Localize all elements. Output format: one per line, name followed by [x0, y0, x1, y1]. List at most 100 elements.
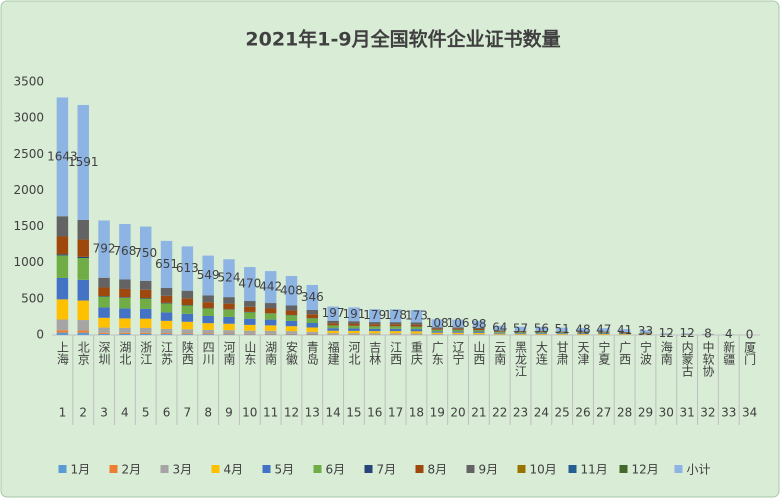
data-label: 346	[301, 290, 324, 304]
x-category-number: 20	[450, 406, 465, 420]
data-label: 33	[638, 324, 653, 338]
bar-segment	[702, 333, 714, 335]
legend-swatch	[364, 465, 373, 473]
bar-segment	[139, 327, 152, 333]
y-tick-label: 2500	[13, 147, 44, 161]
bar-segment	[77, 104, 89, 220]
y-tick-label: 1000	[13, 255, 44, 269]
bar-segment	[306, 314, 319, 319]
bar-segment	[473, 327, 485, 330]
bar-segment	[306, 331, 319, 334]
x-tick-label: 北京	[76, 341, 90, 366]
bar-segment	[202, 255, 214, 296]
x-tick-label: 吉林	[368, 341, 382, 365]
legend-label: 8月	[428, 463, 448, 477]
bar-segment	[223, 316, 235, 324]
x-tick-label: 厦门	[743, 341, 757, 365]
bar-segment	[77, 279, 89, 301]
bar-segment	[139, 289, 152, 298]
bar-segment	[348, 333, 360, 335]
data-label: 47	[596, 322, 611, 336]
bar-segment	[285, 310, 298, 315]
bar-segment	[139, 318, 152, 328]
x-tick-label: 宁夏	[597, 340, 611, 365]
bar-segment	[369, 326, 381, 329]
data-label: 651	[155, 257, 178, 271]
bar-segment	[119, 297, 131, 309]
legend-swatch	[313, 465, 322, 473]
y-tick-label: 2000	[13, 183, 44, 197]
x-category-number: 33	[721, 406, 736, 420]
bar-segment	[77, 258, 89, 280]
bar-segment	[369, 324, 381, 327]
x-tick-label: 大连	[534, 341, 548, 366]
legend-label: 4月	[224, 463, 244, 477]
x-tick-label: 陕西	[180, 340, 194, 365]
legend-label: 10月	[530, 463, 557, 477]
x-tick-label: 上海	[55, 341, 69, 365]
x-tick-label: 内蒙古	[680, 341, 694, 377]
bar-segment	[598, 328, 610, 332]
bar-segment	[389, 328, 402, 332]
bar-segment	[264, 313, 277, 320]
x-category-number: 5	[142, 406, 150, 420]
bar-segment	[56, 277, 69, 300]
bar-segment	[181, 246, 194, 291]
y-tick-label: 1500	[13, 219, 44, 233]
bar-segment	[77, 300, 89, 321]
bar-segment	[535, 333, 548, 335]
bar-segment	[410, 326, 423, 330]
bar-segment	[369, 309, 381, 323]
bar-segment	[598, 332, 610, 333]
bar-segment	[139, 226, 152, 281]
bar-segment	[56, 97, 69, 217]
legend-swatch	[262, 465, 271, 473]
bar-segment	[348, 328, 360, 331]
bar-segment	[514, 330, 527, 332]
bar-segment	[306, 318, 319, 324]
bar-segment	[160, 320, 173, 329]
bar-segment	[618, 334, 631, 335]
bar-segment	[119, 332, 131, 334]
bar-segment	[493, 330, 506, 332]
bar-segment	[56, 332, 69, 335]
x-tick-label: 新疆	[722, 340, 736, 365]
chart-title: 2021年1-9月全国软件企业证书数量	[245, 28, 560, 51]
bar-segment	[306, 327, 319, 332]
x-category-number: 15	[346, 406, 361, 420]
bar-segment	[306, 284, 319, 310]
bar-segment	[473, 320, 485, 328]
bar-segment	[77, 332, 89, 335]
bar-segment	[369, 322, 381, 325]
data-label: 792	[93, 242, 116, 256]
bar-segment	[473, 332, 485, 335]
data-label: 64	[492, 321, 507, 335]
bar-segment	[410, 309, 423, 323]
x-category-number: 10	[242, 406, 257, 420]
x-category-number: 17	[388, 406, 403, 420]
data-label: 613	[176, 261, 199, 275]
bar-segment	[389, 309, 402, 323]
x-category-number: 19	[430, 406, 445, 420]
bar-segment	[618, 332, 631, 334]
data-label: 768	[113, 244, 136, 258]
data-label: 1591	[68, 155, 99, 169]
x-category-number: 16	[367, 406, 382, 420]
x-tick-label: 广西	[618, 341, 632, 365]
x-category-number: 24	[534, 406, 549, 420]
bar-segment	[202, 323, 214, 330]
bar-segment	[452, 331, 464, 333]
bar-segment	[98, 296, 110, 308]
y-tick-label: 500	[21, 291, 44, 305]
y-tick-label: 3000	[13, 111, 44, 125]
bar-segment	[348, 307, 360, 322]
bar-segment	[264, 303, 277, 309]
x-category-number: 29	[638, 406, 653, 420]
bar-segment	[119, 308, 131, 319]
bar-segment	[410, 329, 423, 332]
bar-segment	[223, 297, 235, 304]
x-tick-label: 河北	[347, 341, 361, 366]
data-label: 1643	[47, 149, 78, 163]
x-category-number: 27	[596, 406, 611, 420]
